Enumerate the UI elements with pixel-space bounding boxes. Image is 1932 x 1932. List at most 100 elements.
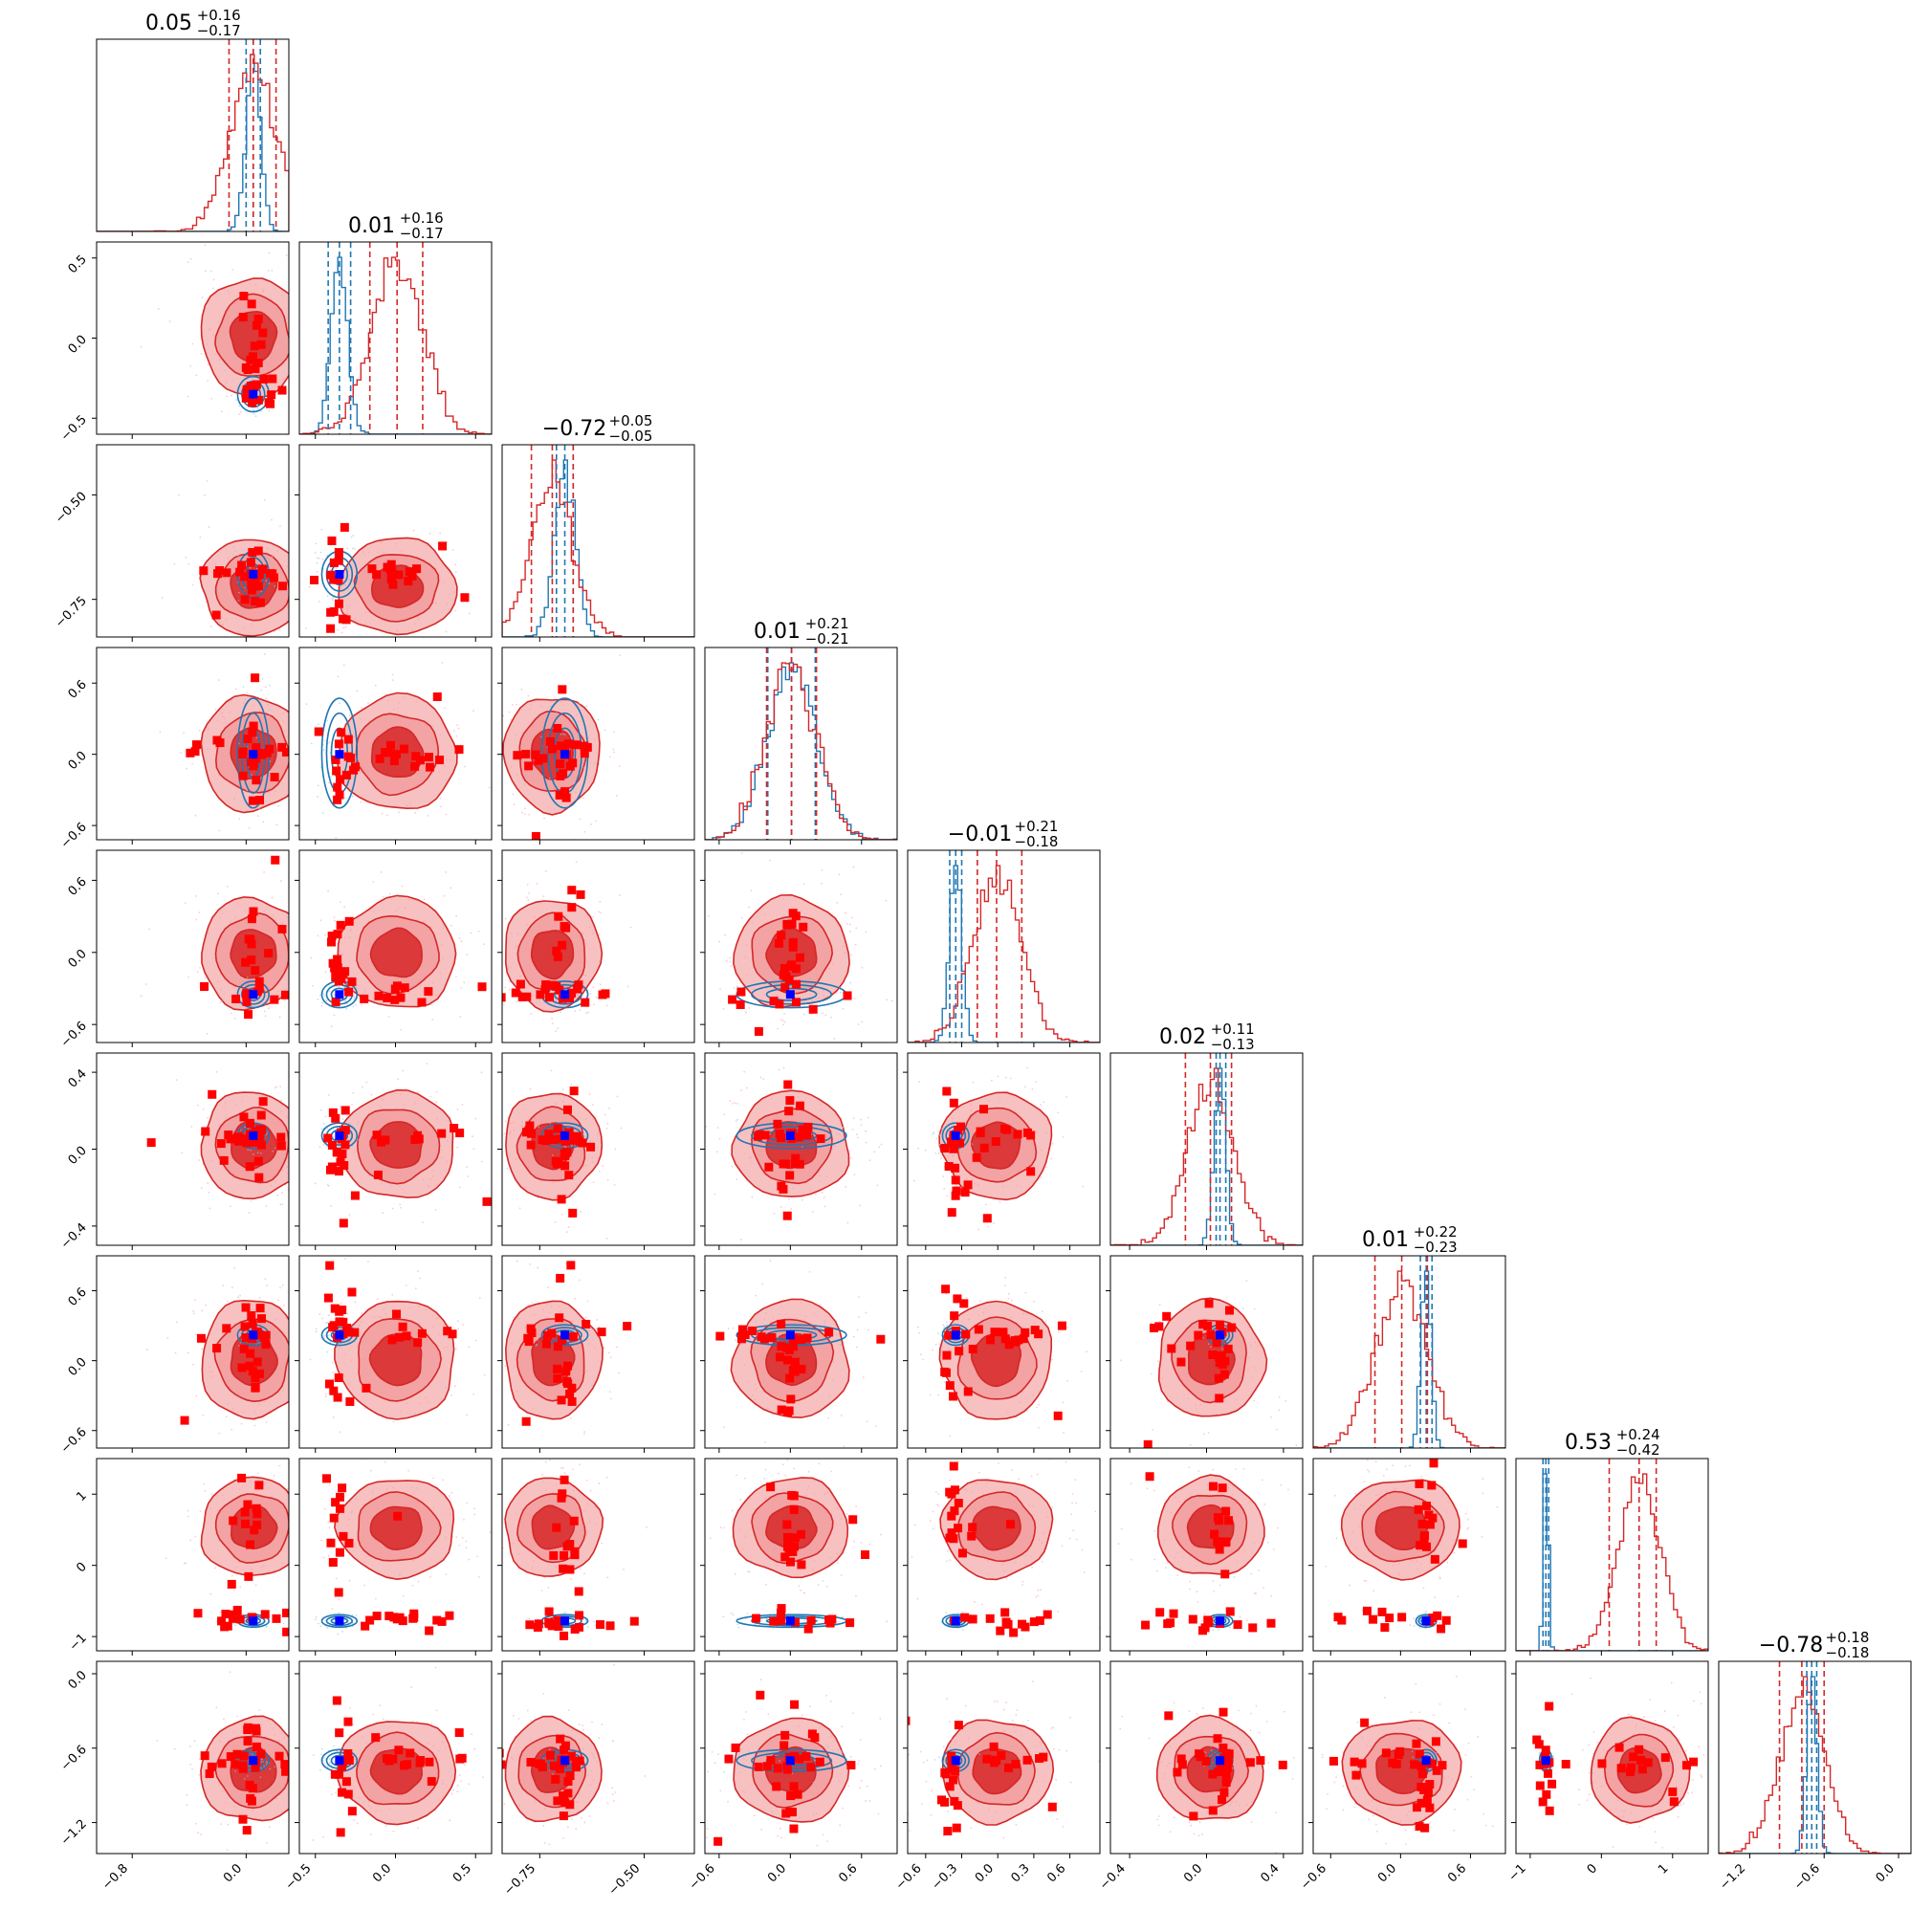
sample-point <box>281 1203 284 1205</box>
sample-point-b <box>538 1126 540 1129</box>
sample-point-b <box>347 1138 349 1141</box>
red-square-marker <box>412 564 422 574</box>
sample-point <box>452 730 455 733</box>
sample-point-b <box>716 1151 718 1153</box>
contour-b-3 <box>735 1122 847 1150</box>
red-square-marker <box>1149 1324 1158 1333</box>
sample-point <box>850 916 853 919</box>
sample-point <box>605 1237 608 1240</box>
red-square-marker <box>247 585 256 595</box>
panel-content <box>708 852 893 1040</box>
panel-content <box>159 648 298 832</box>
histogram-panel-4 <box>704 647 898 845</box>
sample-point <box>862 1376 865 1378</box>
sample-point-b <box>247 976 249 978</box>
sample-point <box>271 518 273 521</box>
sample-point <box>555 1030 557 1033</box>
y-tick-label: 0.0 <box>66 1144 90 1168</box>
sample-point <box>867 1116 869 1119</box>
sample-point <box>718 1137 721 1140</box>
red-square-marker <box>781 1343 791 1352</box>
sample-point <box>242 689 244 691</box>
red-square-marker <box>407 571 417 581</box>
sample-point <box>296 715 298 717</box>
red-square-marker <box>568 1332 578 1342</box>
sample-point <box>295 1547 296 1548</box>
red-square-marker <box>783 1080 793 1089</box>
sample-point <box>499 991 501 993</box>
sample-point <box>305 1164 307 1166</box>
scatter-panel-5-3 <box>497 849 695 1047</box>
sample-point <box>279 1086 281 1087</box>
red-square-marker <box>561 1367 571 1376</box>
red-square-marker <box>788 1365 798 1374</box>
red-square-marker <box>559 769 568 779</box>
red-square-marker <box>1034 1329 1043 1339</box>
sample-point <box>460 940 463 943</box>
red-square-marker <box>251 673 260 683</box>
sample-point-b <box>282 1622 285 1625</box>
sample-point <box>199 536 202 538</box>
sample-point <box>178 494 180 496</box>
sample-point <box>334 1196 336 1197</box>
sample-point-b <box>830 1141 832 1144</box>
red-square-marker <box>541 1339 551 1349</box>
sample-point <box>356 690 359 692</box>
sample-point-b <box>736 1118 739 1121</box>
sample-point <box>494 1410 495 1412</box>
sample-point <box>333 919 336 922</box>
red-square-marker <box>553 1124 562 1133</box>
sample-point <box>296 762 297 764</box>
sample-point <box>779 1206 782 1208</box>
sample-point <box>306 953 308 955</box>
sample-point <box>306 1303 308 1305</box>
y-tick-label: 0.0 <box>66 947 90 971</box>
sample-point <box>283 999 286 1001</box>
sample-point <box>434 1209 437 1211</box>
sample-point <box>446 648 448 650</box>
red-square-marker <box>982 1214 992 1223</box>
sample-point <box>880 1143 883 1146</box>
red-square-marker <box>340 1126 350 1135</box>
red-square-marker <box>374 991 384 1000</box>
sample-point <box>183 1562 186 1565</box>
sample-point <box>226 886 229 888</box>
sample-point-b <box>278 1016 281 1019</box>
sample-point <box>304 627 307 629</box>
sample-point <box>309 990 311 992</box>
red-square-marker <box>597 1328 606 1337</box>
sample-point <box>239 1294 241 1297</box>
sample-point <box>204 1489 207 1492</box>
sample-point <box>306 1541 308 1543</box>
sample-point-b <box>942 1127 945 1130</box>
sample-point <box>330 1205 332 1208</box>
red-square-marker <box>1143 1439 1153 1448</box>
red-square-marker <box>334 977 343 986</box>
sample-point <box>987 1225 990 1228</box>
sample-point <box>701 1119 703 1121</box>
red-square-marker <box>782 1355 792 1365</box>
sample-point <box>173 562 176 565</box>
red-square-marker <box>521 1416 531 1426</box>
sample-point <box>361 707 363 710</box>
red-square-marker <box>243 365 252 375</box>
red-square-marker <box>238 750 248 759</box>
sample-point <box>812 1210 814 1213</box>
sample-point <box>401 885 404 888</box>
sample-point <box>999 1200 1001 1203</box>
truth-marker <box>1216 1330 1225 1340</box>
red-square-marker <box>392 750 402 759</box>
sample-point <box>307 560 309 562</box>
sample-point <box>309 1554 311 1556</box>
sample-point <box>1278 1395 1281 1398</box>
sample-point-b <box>568 985 570 988</box>
panel-frame <box>96 1458 290 1652</box>
sample-point <box>294 1533 296 1535</box>
sample-point <box>857 1023 860 1025</box>
red-square-marker <box>942 1087 952 1096</box>
red-square-marker <box>381 1135 390 1145</box>
title-minus-5: −0.18 <box>1015 833 1059 850</box>
sample-point <box>317 934 319 937</box>
red-square-marker <box>245 1361 254 1371</box>
red-square-marker <box>394 570 404 580</box>
